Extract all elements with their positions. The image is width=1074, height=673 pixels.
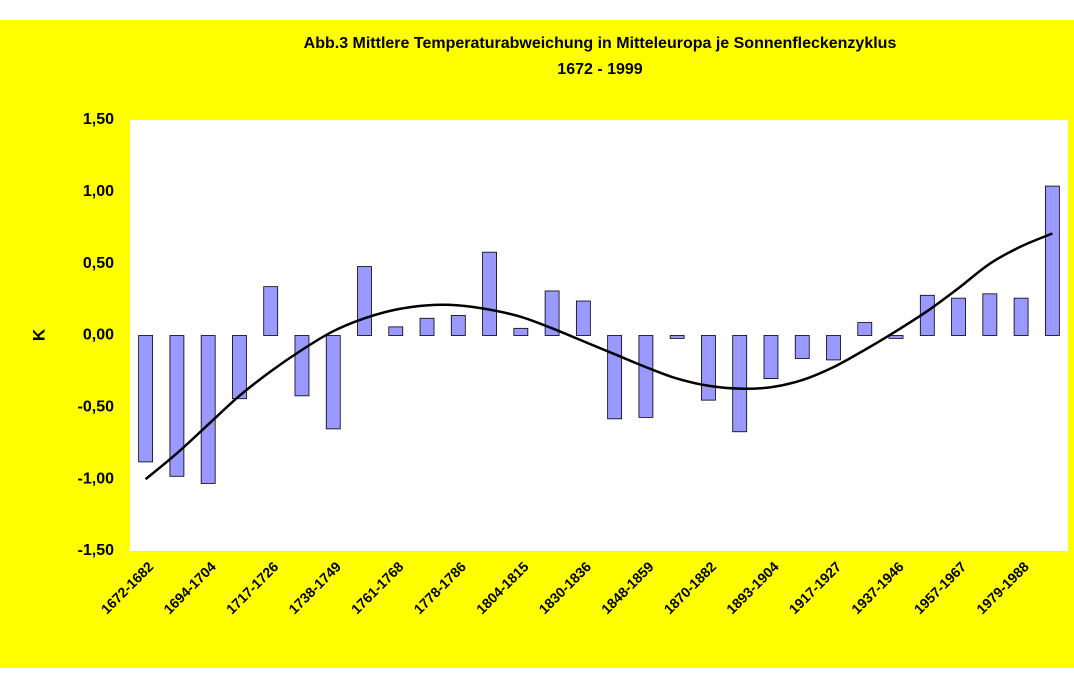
bar (575, 300, 591, 336)
bar (169, 335, 185, 477)
bar (732, 335, 748, 433)
y-tick-label: -0,50 (78, 399, 115, 416)
plot-area (130, 120, 1068, 551)
bar (951, 297, 966, 336)
bar (419, 317, 435, 336)
trend-line (144, 232, 1053, 481)
y-axis-label: K (29, 328, 48, 341)
bar (138, 335, 154, 463)
bar (513, 327, 529, 336)
bar (763, 335, 779, 379)
bar (482, 251, 497, 336)
bar (701, 335, 716, 401)
bar (982, 293, 998, 336)
y-tick-label: 0,50 (83, 255, 114, 272)
bar (1044, 185, 1060, 336)
chart-subtitle: 1672 - 1999 (557, 61, 643, 78)
bar (826, 335, 841, 361)
bar (669, 335, 685, 339)
y-tick-label: -1,00 (78, 470, 115, 487)
bar (263, 286, 279, 336)
bar (607, 335, 623, 420)
bar (888, 335, 904, 339)
bar (544, 290, 560, 336)
y-tick-label: 0,00 (83, 327, 114, 344)
chart-title: Abb.3 Mittlere Temperaturabweichung in M… (304, 35, 897, 52)
bar (450, 314, 466, 336)
y-tick-label: 1,00 (83, 183, 114, 200)
bar (638, 335, 654, 418)
bar (1013, 297, 1029, 336)
bar (357, 266, 372, 336)
bar (857, 322, 873, 336)
bar (388, 326, 404, 336)
bar (232, 335, 247, 400)
bar (200, 335, 216, 484)
bar (325, 335, 341, 430)
bar (294, 335, 310, 397)
y-tick-label: -1,50 (78, 542, 115, 559)
bar (794, 335, 810, 359)
y-tick-label: 1,50 (83, 111, 114, 128)
